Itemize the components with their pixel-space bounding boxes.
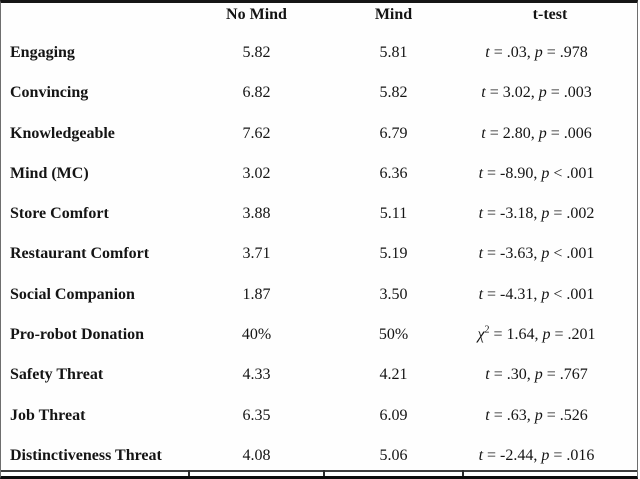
row-label: Social Companion <box>10 285 135 303</box>
no-mind-value: 7.62 <box>242 124 271 142</box>
row-label: Store Comfort <box>10 205 109 223</box>
mind-value: 50% <box>378 325 409 343</box>
no-mind-value: 4.33 <box>242 366 271 384</box>
column-divider-mark <box>462 470 464 476</box>
no-mind-value: 6.35 <box>242 406 271 424</box>
no-mind-value: 1.87 <box>242 285 271 303</box>
t-test-value: t = -4.31, p < .001 <box>478 285 595 303</box>
t-test-value: χ2 = 1.64, p = .201 <box>477 324 596 343</box>
t-test-value: t = .63, p = .526 <box>485 406 588 424</box>
table-header: No Mind Mind t-test <box>1 3 637 33</box>
t-test-value: t = -3.18, p = .002 <box>478 205 595 223</box>
mind-value: 5.06 <box>379 446 408 464</box>
mind-value: 6.79 <box>379 124 408 142</box>
table-row: Safety Threat 4.33 4.21 t = .30, p = .76… <box>1 355 637 395</box>
row-label: Distinctiveness Threat <box>10 446 162 464</box>
header-empty-cell <box>1 3 189 33</box>
row-label: Engaging <box>10 44 75 62</box>
table-row: Social Companion 1.87 3.50 t = -4.31, p … <box>1 275 637 315</box>
header-no-mind: No Mind <box>226 6 287 23</box>
no-mind-value: 5.82 <box>242 44 271 62</box>
no-mind-value: 6.82 <box>242 84 271 102</box>
row-label: Knowledgeable <box>10 124 115 142</box>
row-label: Pro-robot Donation <box>10 325 145 343</box>
row-label: Job Threat <box>10 406 86 424</box>
row-label: Mind (MC) <box>10 164 89 182</box>
mind-value: 3.50 <box>379 285 408 303</box>
mind-value: 4.21 <box>379 366 408 384</box>
t-test-value: t = 3.02, p = .003 <box>481 84 592 102</box>
t-test-value: t = -3.63, p < .001 <box>478 245 595 263</box>
header-row: No Mind Mind t-test <box>1 3 637 33</box>
t-test-value: t = 2.80, p = .006 <box>481 124 592 142</box>
no-mind-value: 3.71 <box>242 245 271 263</box>
bottom-thin-rule <box>1 470 637 472</box>
t-test-value: t = .30, p = .767 <box>485 366 588 384</box>
header-mind: Mind <box>374 6 413 23</box>
results-table: No Mind Mind t-test Engaging 5.82 5.81 t… <box>1 3 637 476</box>
row-label: Restaurant Comfort <box>10 245 150 263</box>
t-test-value: t = -2.44, p = .016 <box>478 446 595 464</box>
table-row: Knowledgeable 7.62 6.79 t = 2.80, p = .0… <box>1 114 637 154</box>
mind-value: 6.36 <box>379 164 408 182</box>
no-mind-value: 4.08 <box>242 446 271 464</box>
column-divider-mark <box>323 470 325 476</box>
t-test-value: t = .03, p = .978 <box>485 44 588 62</box>
t-test-value: t = -8.90, p < .001 <box>478 164 595 182</box>
table-row: Mind (MC) 3.02 6.36 t = -8.90, p < .001 <box>1 154 637 194</box>
table-row: Convincing 6.82 5.82 t = 3.02, p = .003 <box>1 73 637 113</box>
mind-value: 5.82 <box>379 84 408 102</box>
no-mind-value: 40% <box>241 325 272 343</box>
row-label: Convincing <box>10 84 89 102</box>
column-divider-mark <box>188 470 190 476</box>
table-body: Engaging 5.82 5.81 t = .03, p = .978 Con… <box>1 33 637 476</box>
table-row: Distinctiveness Threat 4.08 5.06 t = -2.… <box>1 436 637 476</box>
table-row: Store Comfort 3.88 5.11 t = -3.18, p = .… <box>1 194 637 234</box>
mind-value: 5.11 <box>379 205 408 223</box>
no-mind-value: 3.02 <box>242 164 271 182</box>
table-row: Pro-robot Donation 40% 50% χ2 = 1.64, p … <box>1 315 637 355</box>
table-row: Job Threat 6.35 6.09 t = .63, p = .526 <box>1 395 637 435</box>
no-mind-value: 3.88 <box>242 205 271 223</box>
row-label: Safety Threat <box>10 366 104 384</box>
table-row: Engaging 5.82 5.81 t = .03, p = .978 <box>1 33 637 73</box>
mind-value: 5.81 <box>379 44 408 62</box>
mind-value: 5.19 <box>379 245 408 263</box>
header-t-test: t-test <box>532 6 568 23</box>
mind-value: 6.09 <box>379 406 408 424</box>
table-row: Restaurant Comfort 3.71 5.19 t = -3.63, … <box>1 234 637 274</box>
